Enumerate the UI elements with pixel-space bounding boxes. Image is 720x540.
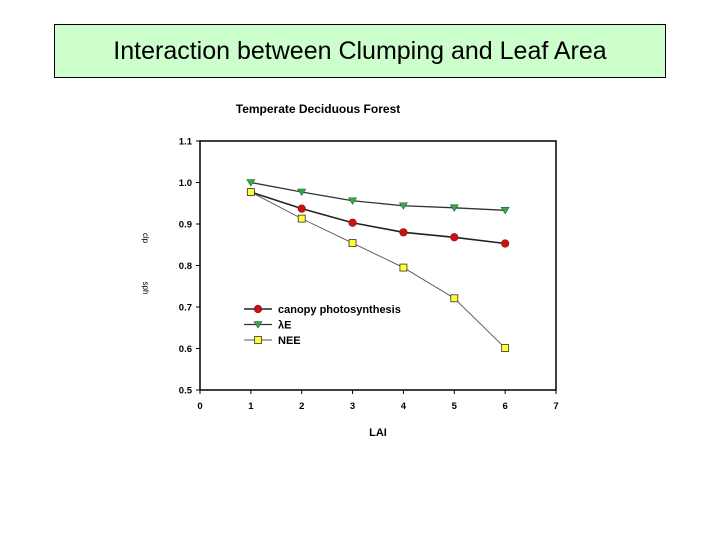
circle-marker: [501, 239, 510, 248]
circle-marker: [348, 218, 357, 227]
x-tick-label: 5: [452, 401, 458, 412]
x-tick-label: 2: [299, 401, 304, 412]
legend-item: λE: [244, 320, 291, 332]
square-marker: [501, 344, 510, 352]
slide-title-box: Interaction between Clumping and Leaf Ar…: [54, 24, 666, 78]
triangle-marker: [449, 204, 459, 212]
legend-label: NEE: [278, 335, 301, 347]
y-tick-label: 0.9: [179, 220, 192, 231]
y-axis: 0.5 0.6 0.7 0.8 0.9 1.0 1.1: [179, 137, 200, 397]
legend-label: λE: [278, 320, 291, 332]
circle-marker: [399, 228, 408, 237]
series-2: [246, 188, 510, 352]
y-tick-label: 0.8: [179, 261, 192, 272]
x-axis-label: LAI: [369, 427, 387, 439]
x-tick-label: 3: [350, 401, 355, 412]
y-tick-label: 1.1: [179, 137, 193, 148]
legend-item: NEE: [244, 335, 301, 347]
square-marker: [348, 239, 357, 247]
series-0: [246, 187, 510, 248]
legend-item: canopy photosynthesis: [244, 304, 401, 316]
x-tick-label: 0: [197, 401, 202, 412]
y-tick-label: 1.0: [179, 178, 192, 189]
triangle-marker: [246, 179, 256, 187]
y-tick-label: 0.6: [179, 344, 192, 355]
square-marker: [450, 294, 459, 303]
series-1: [246, 179, 510, 215]
y-tick-label: 0.7: [179, 303, 192, 314]
triangle-marker: [297, 188, 307, 197]
square-marker: [246, 188, 255, 196]
square-marker: [254, 336, 262, 344]
legend: canopy photosynthesis λE NEE: [244, 304, 401, 347]
circle-marker: [450, 233, 459, 242]
y-axis-label-bottom: sph: [141, 282, 150, 295]
circle-marker: [297, 204, 306, 213]
slide-title: Interaction between Clumping and Leaf Ar…: [113, 36, 607, 65]
series-layer: [246, 179, 510, 352]
x-axis: 0 1 2 3 4 5 6 7: [197, 390, 559, 412]
circle-marker: [253, 304, 263, 314]
x-tick-label: 1: [248, 401, 254, 412]
triangle-marker: [348, 197, 358, 205]
chart-title: Temperate Deciduous Forest: [236, 102, 400, 116]
y-tick-label: 0.5: [179, 386, 193, 397]
x-tick-label: 6: [502, 401, 507, 412]
triangle-marker: [500, 207, 510, 215]
legend-label: canopy photosynthesis: [278, 304, 401, 316]
y-axis-label-top: clp: [141, 233, 150, 244]
triangle-marker: [398, 202, 408, 210]
x-tick-label: 4: [401, 401, 407, 412]
triangle-marker: [253, 321, 263, 329]
square-marker: [399, 263, 408, 272]
square-marker: [297, 214, 306, 223]
plot-area: [199, 140, 557, 391]
x-tick-label: 7: [553, 401, 558, 412]
